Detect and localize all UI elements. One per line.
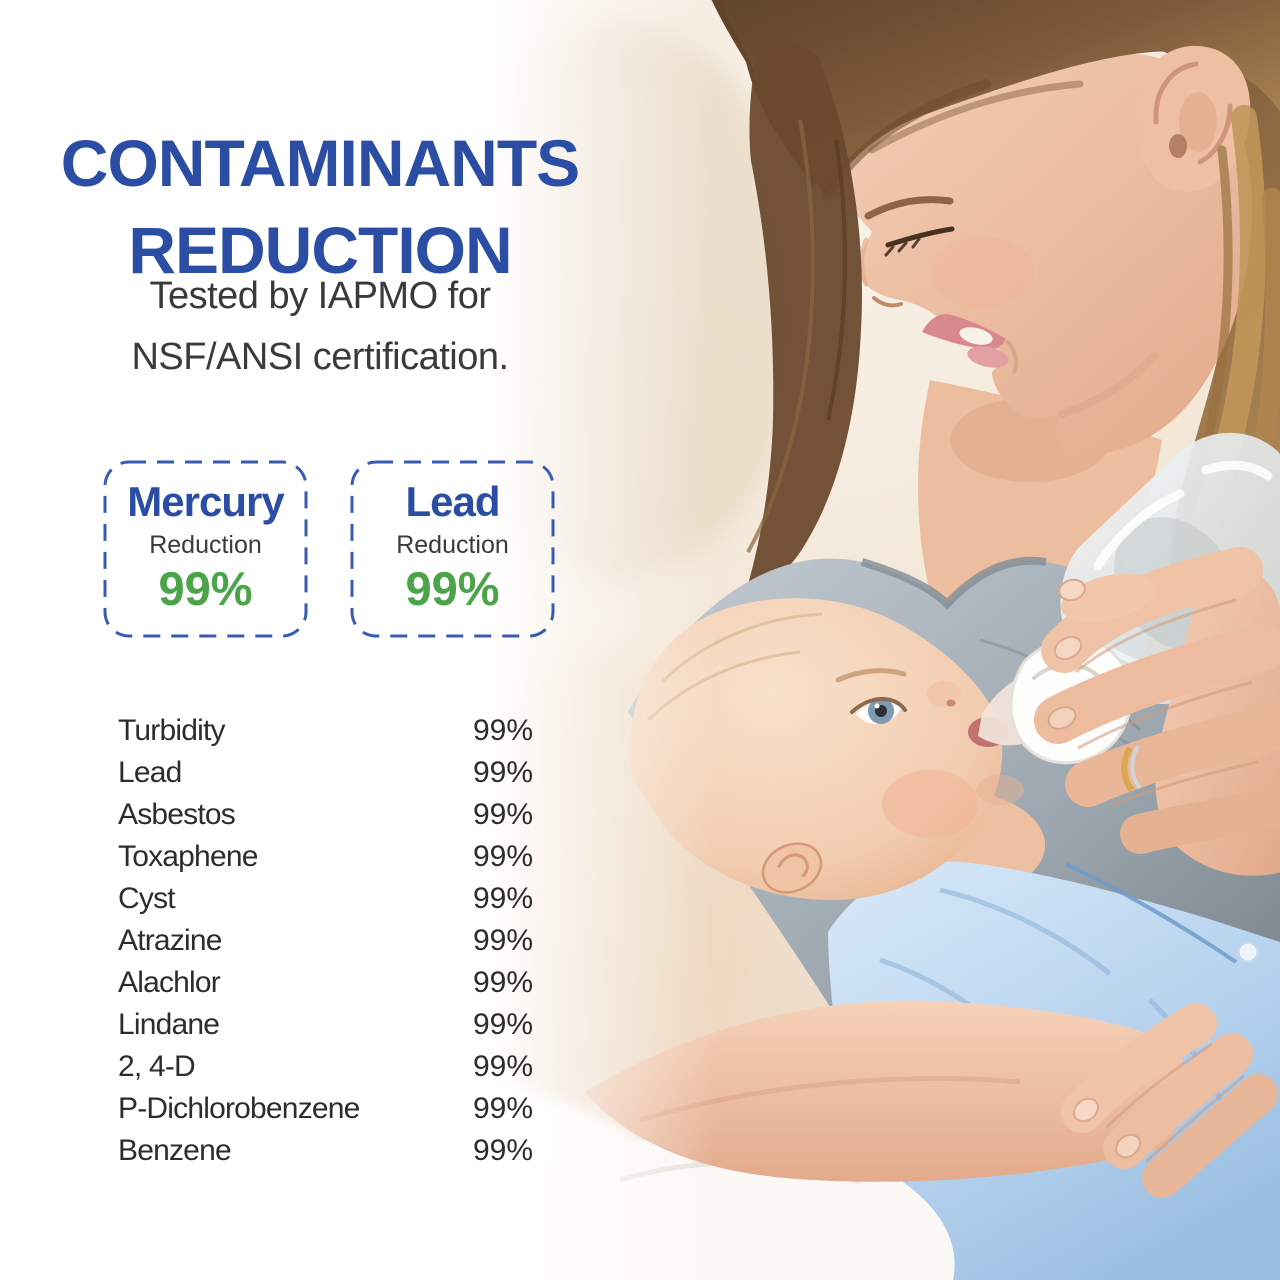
contaminant-name: Benzene: [118, 1134, 232, 1167]
contaminant-name: Cyst: [118, 882, 176, 915]
list-item: Turbidity 99%: [118, 710, 533, 752]
list-item: Lindane 99%: [118, 1004, 533, 1046]
list-item: Asbestos 99%: [118, 794, 533, 836]
contaminant-name: Turbidity: [118, 714, 226, 747]
contaminants-list: Turbidity 99% Lead 99% Asbestos 99% Toxa…: [118, 710, 533, 1172]
contaminant-value: 99%: [472, 924, 533, 957]
list-item: Alachlor 99%: [118, 962, 533, 1004]
page-title: CONTAMINANTS REDUCTION: [0, 120, 640, 294]
contaminant-name: P-Dichlorobenzene: [118, 1092, 360, 1125]
contaminant-value: 99%: [472, 840, 533, 873]
contaminant-value: 99%: [472, 966, 533, 999]
list-item: Atrazine 99%: [118, 920, 533, 962]
dashed-border: [350, 460, 555, 638]
contaminant-name: Toxaphene: [118, 840, 258, 873]
contaminant-name: Alachlor: [118, 966, 221, 999]
card-value: 99%: [158, 562, 253, 615]
contaminant-value: 99%: [472, 1092, 533, 1125]
dashed-border: [103, 460, 308, 638]
list-item: P-Dichlorobenzene 99%: [118, 1088, 533, 1130]
reduction-card-lead: Lead Reduction 99%: [350, 460, 555, 638]
card-substance-label: Lead: [405, 478, 500, 525]
contaminant-name: Asbestos: [118, 798, 236, 831]
list-item: Toxaphene 99%: [118, 836, 533, 878]
contaminant-value: 99%: [472, 882, 533, 915]
contaminant-name: 2, 4-D: [118, 1050, 196, 1083]
list-item: Benzene 99%: [118, 1130, 533, 1172]
title-line-2: REDUCTION: [128, 213, 512, 288]
subtitle: Tested by IAPMO for NSF/ANSI certificati…: [0, 266, 640, 388]
contaminant-name: Lead: [118, 756, 182, 789]
card-value: 99%: [405, 562, 500, 615]
subtitle-line-1: Tested by IAPMO for: [149, 275, 491, 317]
contaminant-value: 99%: [472, 714, 533, 747]
subtitle-line-2: NSF/ANSI certification.: [131, 336, 509, 378]
contaminant-value: 99%: [472, 1008, 533, 1041]
contaminant-name: Lindane: [118, 1008, 220, 1041]
contaminant-value: 99%: [472, 798, 533, 831]
card-substance-label: Mercury: [127, 478, 284, 525]
reduction-card-mercury: Mercury Reduction 99%: [103, 460, 308, 638]
contaminant-value: 99%: [472, 1134, 533, 1167]
list-item: Cyst 99%: [118, 878, 533, 920]
card-metric-label: Reduction: [149, 531, 262, 559]
contaminant-value: 99%: [472, 756, 533, 789]
contaminant-value: 99%: [472, 1050, 533, 1083]
list-item: 2, 4-D 99%: [118, 1046, 533, 1088]
contaminant-name: Atrazine: [118, 924, 222, 957]
list-item: Lead 99%: [118, 752, 533, 794]
title-line-1: CONTAMINANTS: [60, 126, 580, 201]
card-metric-label: Reduction: [396, 531, 509, 559]
